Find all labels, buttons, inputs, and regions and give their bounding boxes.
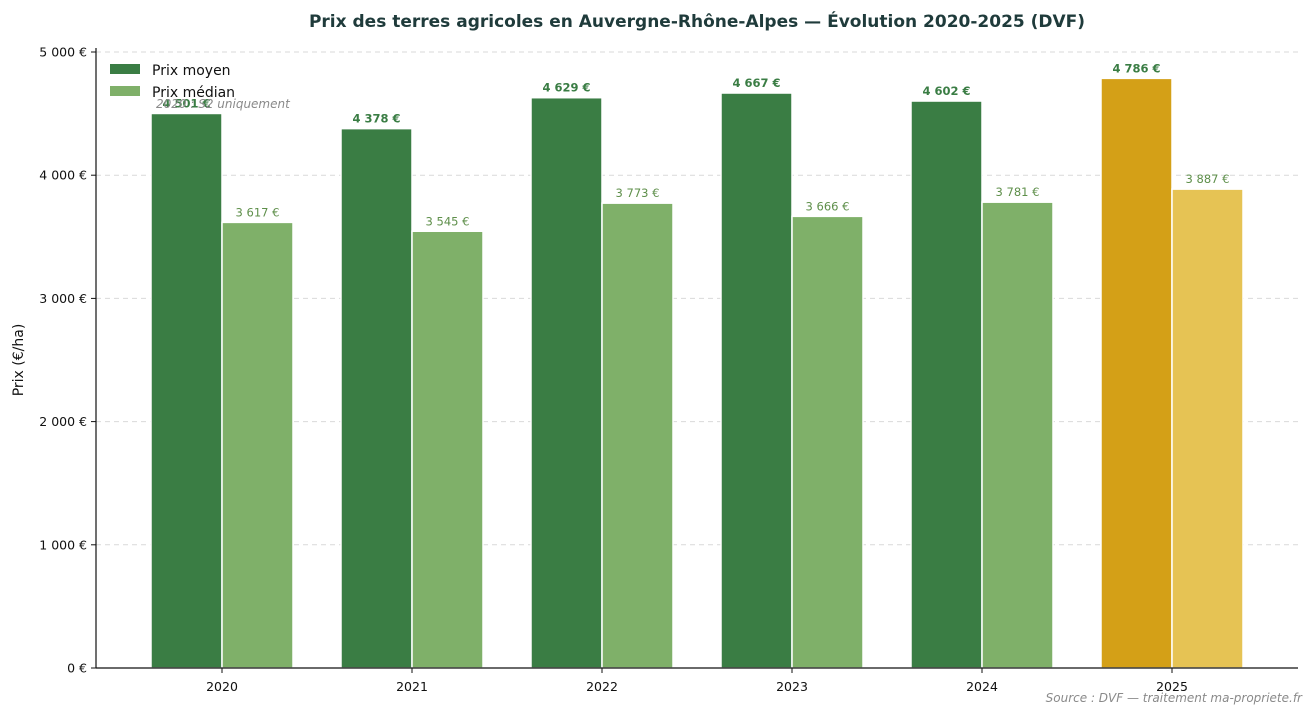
bars	[150, 77, 1244, 669]
data-label-prix-median-2021: 3 545 €	[426, 214, 470, 228]
y-tick-label: 1 000 €	[39, 537, 87, 552]
gridlines	[96, 51, 1298, 546]
axes	[95, 48, 1298, 669]
legend-swatch-prix-moyen	[110, 64, 140, 74]
bar-prix-median-2023	[791, 215, 864, 669]
bar-prix-median-2021	[411, 230, 484, 669]
y-tick-label: 0 €	[67, 661, 87, 676]
data-label-prix-moyen-2024: 4 602 €	[922, 84, 970, 98]
x-tick-label-2020: 2020	[206, 679, 238, 694]
bar-prix-median-2025	[1171, 188, 1244, 669]
y-tick-label: 5 000 €	[39, 45, 87, 60]
legend-label-prix-moyen: Prix moyen	[152, 63, 231, 79]
x-tick-label-2023: 2023	[776, 679, 808, 694]
legend-swatch-prix-median	[110, 86, 140, 96]
y-axis-label: Prix (€/ha)	[11, 324, 27, 397]
bar-labels: 4 501 € 3 617 € 4 378 € 3 545 € 4 629 € 3 773…	[162, 61, 1229, 228]
data-label-prix-median-2020: 3 617 €	[236, 205, 280, 219]
bar-prix-median-2024	[981, 201, 1054, 669]
annotation-2020: 2020 : S2 uniquement	[156, 97, 291, 111]
y-tick-label: 4 000 €	[39, 168, 87, 183]
bar-prix-moyen-2025	[1100, 77, 1173, 669]
bar-prix-moyen-2020	[150, 112, 223, 669]
source-note: Source : DVF — traitement ma-propriete.f…	[1046, 691, 1303, 705]
y-tick-label: 3 000 €	[39, 291, 87, 306]
x-tick-label-2024: 2024	[966, 679, 998, 694]
data-label-prix-moyen-2022: 4 629 €	[542, 81, 590, 95]
data-label-prix-moyen-2020: 4 501 €	[162, 96, 210, 110]
bar-prix-moyen-2023	[720, 92, 793, 669]
bar-prix-moyen-2021	[340, 127, 413, 669]
data-label-prix-moyen-2021: 4 378 €	[352, 112, 400, 126]
data-label-prix-moyen-2023: 4 667 €	[732, 76, 780, 90]
legend: Prix moyen Prix médian	[110, 63, 235, 101]
data-label-prix-median-2023: 3 666 €	[806, 199, 850, 213]
data-label-prix-moyen-2025: 4 786 €	[1112, 61, 1160, 75]
x-ticks: 2020 2021 2022 2023 2024 2025	[206, 668, 1188, 694]
bar-prix-moyen-2024	[910, 100, 983, 669]
y-tick-label: 2 000 €	[39, 414, 87, 429]
x-tick-label-2025: 2025	[1156, 679, 1188, 694]
y-ticks: 0 € 1 000 € 2 000 € 3 000 € 4 000 € 5 000 €	[39, 45, 96, 676]
bar-prix-median-2020	[221, 221, 294, 669]
x-tick-label-2022: 2022	[586, 679, 618, 694]
legend-label-prix-median: Prix médian	[152, 85, 235, 101]
data-label-prix-median-2024: 3 781 €	[996, 185, 1040, 199]
bar-prix-moyen-2022	[530, 96, 603, 669]
bar-prix-median-2022	[601, 202, 674, 669]
data-label-prix-median-2022: 3 773 €	[616, 186, 660, 200]
chart-title: Prix des terres agricoles en Auvergne-Rh…	[309, 10, 1085, 32]
data-label-prix-median-2025: 3 887 €	[1186, 172, 1230, 186]
x-tick-label-2021: 2021	[396, 679, 428, 694]
